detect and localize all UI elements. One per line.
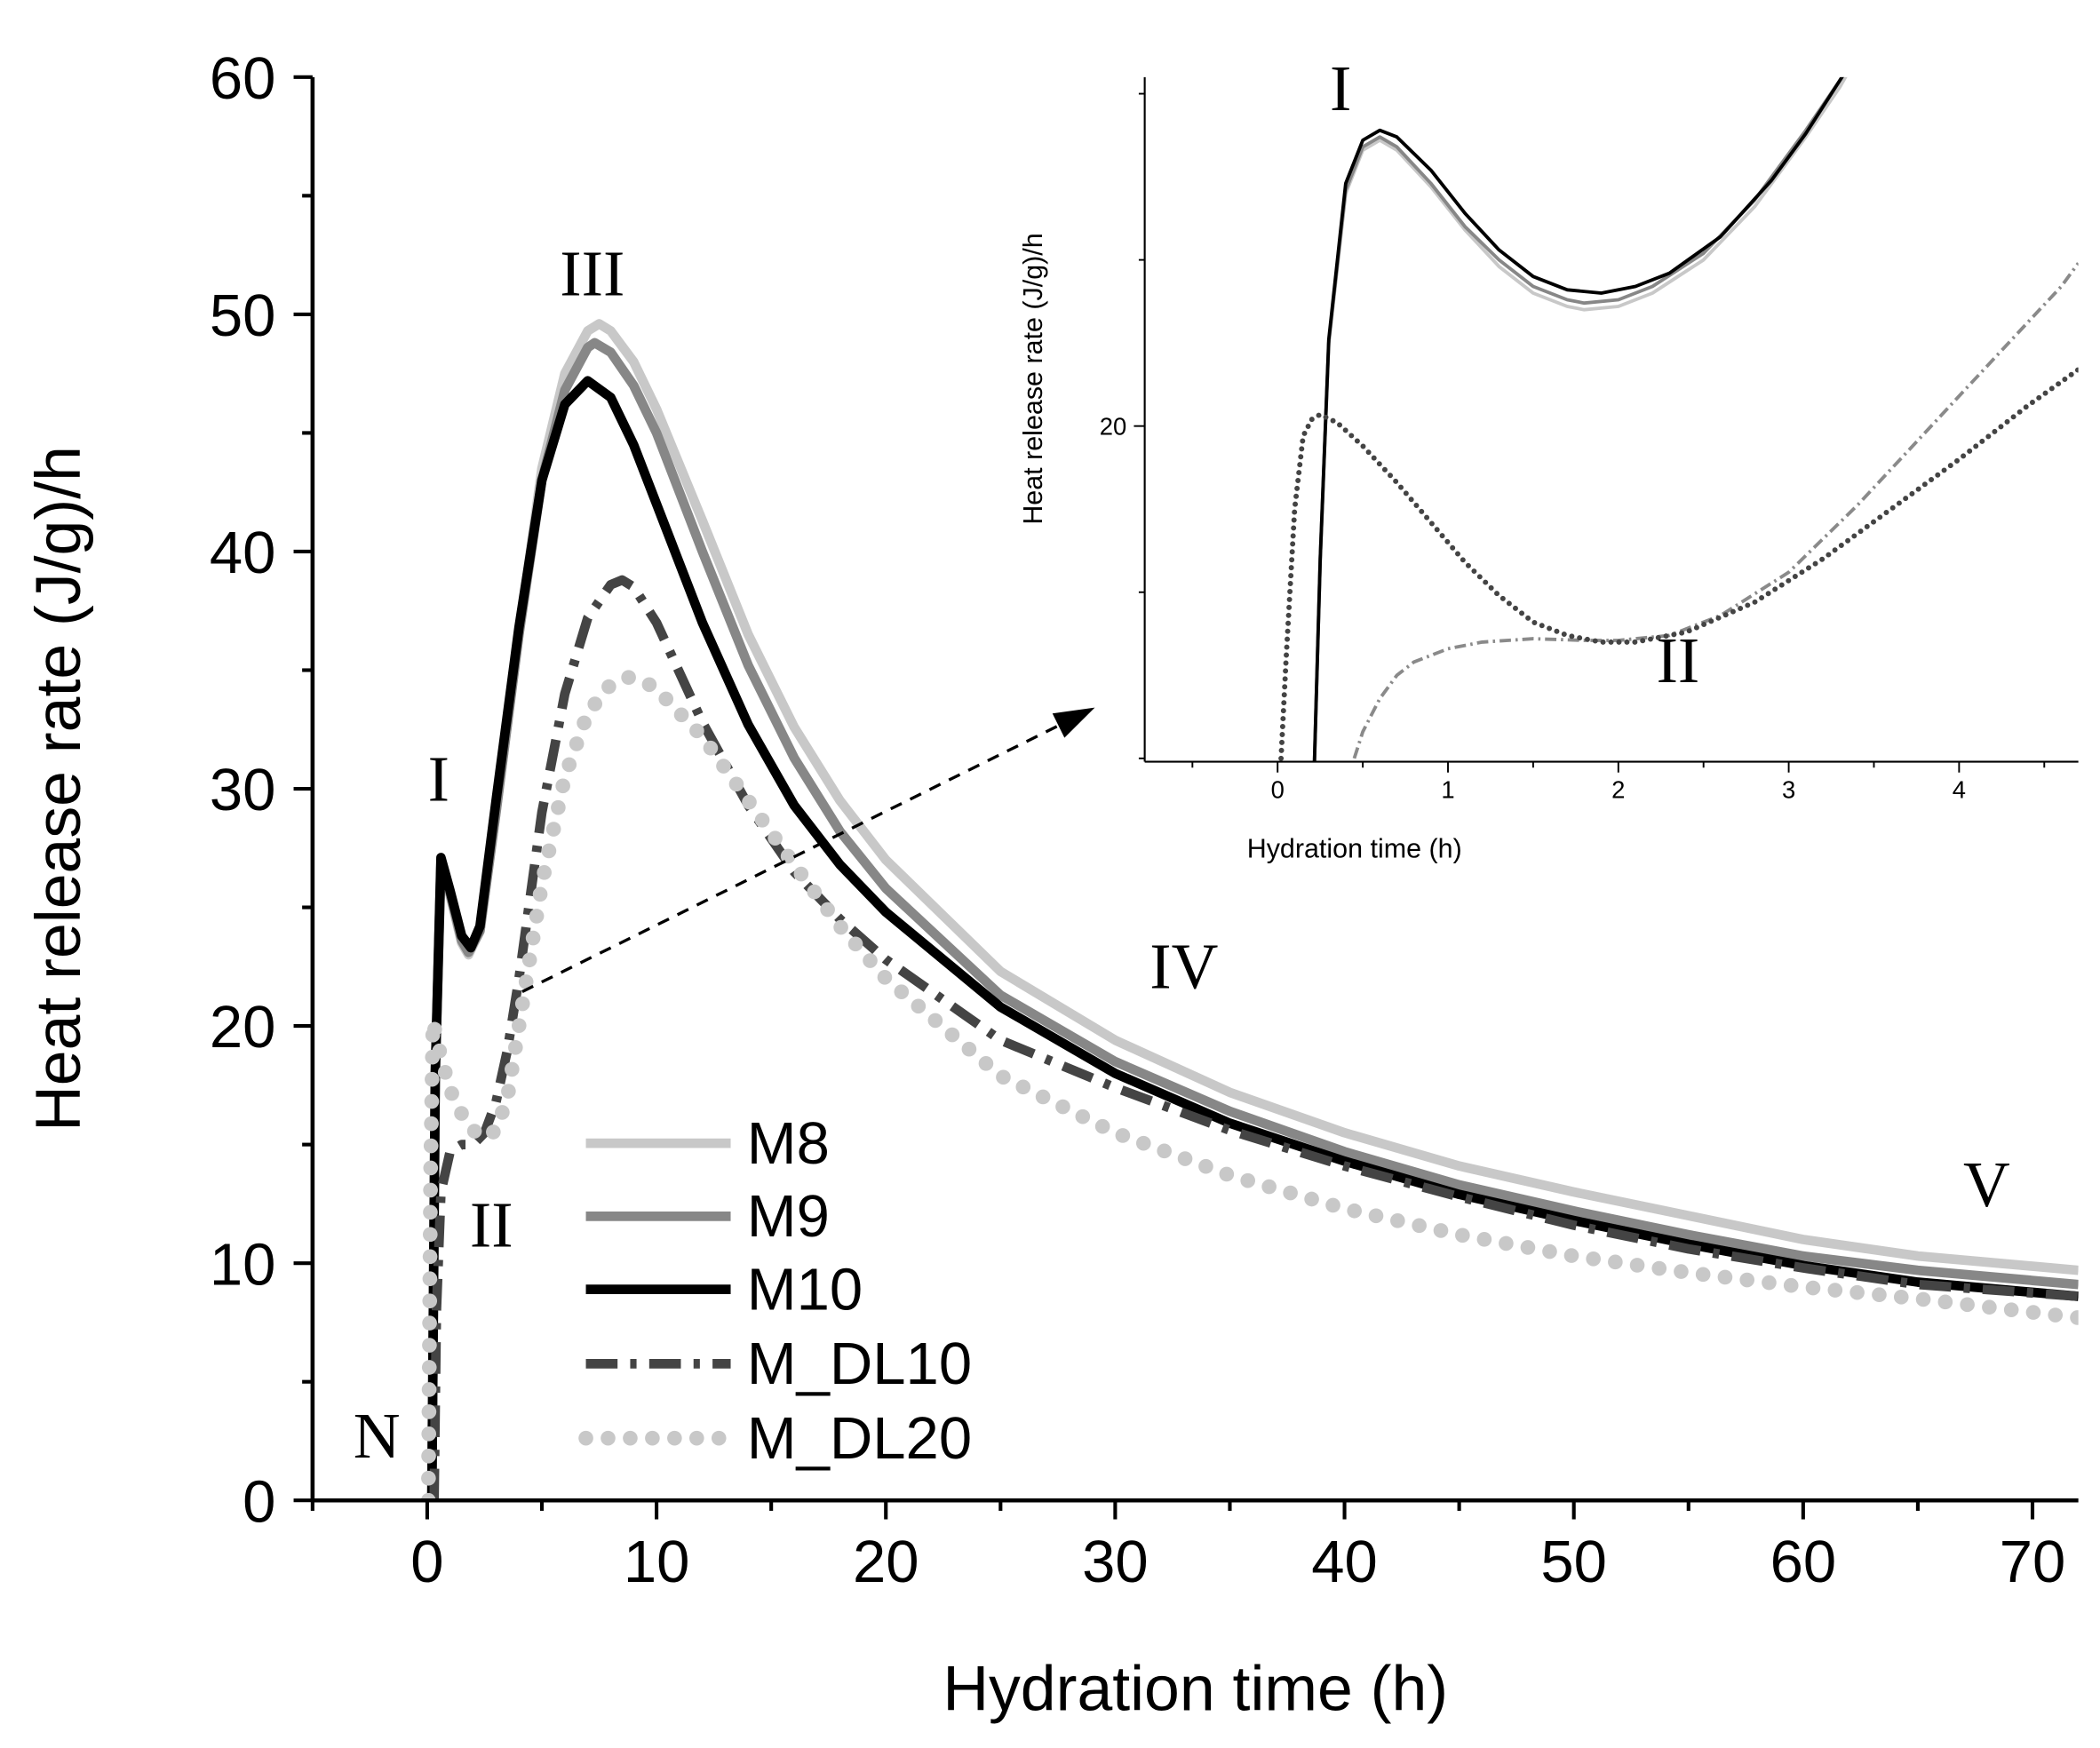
main-annotation-label: II — [470, 1188, 513, 1260]
legend-label: M_DL20 — [747, 1405, 972, 1472]
inset-series-m9 — [1312, 76, 1844, 762]
inset-series-m10 — [1312, 76, 1844, 762]
legend-label: M_DL10 — [747, 1331, 972, 1397]
main-series-m-dl10 — [429, 575, 2079, 1501]
main-y-tick-label: 20 — [210, 994, 276, 1061]
main-y-tick-label: 60 — [210, 45, 276, 112]
inset-series-m-dl10 — [1352, 262, 2079, 759]
inset-y-tick-label: 20 — [1100, 413, 1126, 441]
main-annotation-label: V — [1963, 1148, 2010, 1220]
main-y-axis-label: Heat release rate (J/g)/h — [23, 446, 94, 1132]
main-y-tick-label: 30 — [210, 757, 276, 823]
main-x-axis-label: Hydration time (h) — [943, 1653, 1448, 1724]
main-x-tick-label: 50 — [1540, 1529, 1607, 1595]
main-series-m-dl20 — [420, 670, 2079, 1501]
inset-x-tick-label: 0 — [1271, 776, 1285, 804]
inset-annotation-label: II — [1657, 624, 1700, 696]
inset-x-tick-label: 1 — [1441, 776, 1454, 804]
main-y-tick-label: 50 — [210, 282, 276, 349]
zoom-arrow-head — [1052, 707, 1095, 738]
main-annotation-label: III — [560, 238, 624, 310]
main-y-tick-label: 40 — [210, 520, 276, 586]
inset-x-tick-label: 2 — [1611, 776, 1625, 804]
main-x-tick-label: 40 — [1311, 1529, 1378, 1595]
main-x-tick-label: 60 — [1770, 1529, 1837, 1595]
legend-item-m-dl20: M_DL20 — [578, 1405, 972, 1472]
legend-item-m-dl10: M_DL10 — [585, 1331, 972, 1397]
main-series-m10 — [426, 376, 2079, 1501]
inset-x-tick-label: 4 — [1953, 776, 1966, 804]
main-x-tick-label: 20 — [853, 1529, 919, 1595]
legend-label: M10 — [747, 1256, 863, 1323]
main-y-tick-label: 10 — [210, 1231, 276, 1298]
main-x-tick-label: 10 — [624, 1529, 690, 1595]
inset-x-axis-label: Hydration time (h) — [1247, 834, 1462, 864]
main-x-tick-label: 30 — [1082, 1529, 1149, 1595]
legend-label: M9 — [747, 1183, 830, 1250]
legend-label: M8 — [747, 1110, 830, 1177]
main-series — [420, 319, 2079, 1501]
zoom-arrow-line — [521, 723, 1061, 994]
inset-y-axis-label: Heat release rate (J/g)/h — [1018, 233, 1048, 524]
legend-item-m8: M8 — [585, 1110, 830, 1177]
main-annotation-label: N — [354, 1400, 401, 1472]
legend-item-m10: M10 — [585, 1256, 863, 1323]
main-x-tick-label: 70 — [2000, 1529, 2066, 1595]
main-series-m9 — [426, 338, 2079, 1501]
main-annotation-label: IV — [1149, 930, 1218, 1002]
inset-annotation-label: I — [1330, 52, 1351, 124]
main-annotation-label: I — [428, 743, 449, 814]
inset-series — [1278, 76, 2079, 762]
zoom-arrow — [521, 707, 1095, 994]
inset-x-tick-label: 3 — [1782, 776, 1795, 804]
legend-item-m9: M9 — [585, 1183, 830, 1250]
main-x-tick-label: 0 — [410, 1529, 443, 1595]
main-y-tick-label: 0 — [243, 1468, 275, 1535]
inset-series-m-dl20 — [1278, 367, 2079, 761]
inset-plot: 0 1 2 3 4 20 Hydration time (h) Heat release ra… — [1018, 52, 2079, 864]
